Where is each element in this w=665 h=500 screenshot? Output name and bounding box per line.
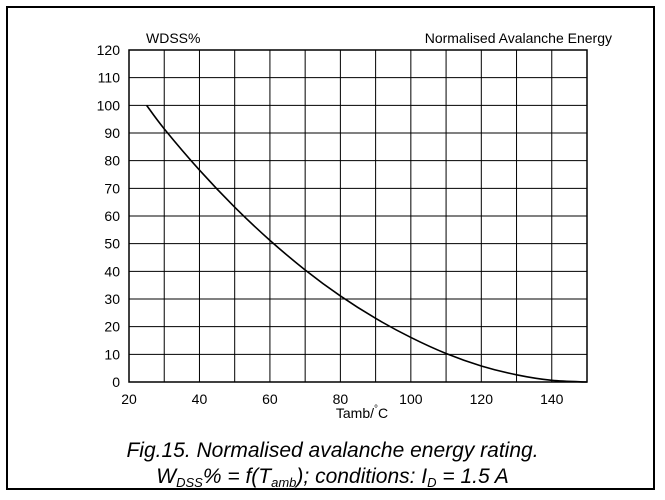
- x-tick-label: 140: [540, 391, 564, 407]
- x-tick-label: 120: [470, 391, 494, 407]
- y-tick-label: 120: [97, 42, 121, 58]
- y-tick-label: 100: [97, 97, 121, 113]
- y-axis-ticks: 0 10 20 30 40 50 60 70 80 90 100 110 120: [97, 42, 121, 390]
- y-tick-label: 70: [104, 180, 120, 196]
- y-tick-label: 90: [104, 125, 120, 141]
- caption-end: = 1.5 A: [436, 465, 509, 488]
- x-tick-label: 20: [121, 391, 137, 407]
- y-tick-label: 10: [104, 346, 120, 362]
- caption-w: W: [156, 465, 177, 488]
- caption-t-sub: amb: [271, 475, 297, 490]
- x-tick-label: 100: [399, 391, 423, 407]
- x-axis-label-name: Tamb/: [336, 405, 374, 421]
- y-tick-label: 50: [104, 236, 120, 252]
- chart: 20 40 60 80 100 120 140 0 10 20 30 40 50 60 70 80 90 100…: [97, 30, 612, 421]
- chart-title: Normalised Avalanche Energy: [425, 30, 612, 46]
- x-axis-label: Tamb/°C: [336, 404, 388, 421]
- caption-i-sub: D: [427, 475, 437, 490]
- caption-mid: % = f(T: [202, 465, 272, 488]
- x-tick-label: 40: [192, 391, 208, 407]
- caption-line-2: WDSS% = f(Tamb); conditions: ID = 1.5 A: [0, 464, 665, 490]
- figure-caption: Fig.15. Normalised avalanche energy rati…: [0, 438, 665, 490]
- y-tick-label: 20: [104, 319, 120, 335]
- x-axis-label-unit: C: [378, 405, 388, 421]
- figure-frame: [6, 6, 655, 490]
- series-line: [145, 104, 588, 383]
- plot-border: [128, 49, 588, 383]
- y-tick-label: 110: [98, 70, 121, 86]
- y-tick-label: 30: [104, 291, 120, 307]
- y-tick-label: 80: [104, 153, 120, 169]
- grid: [129, 50, 587, 382]
- y-tick-label: 0: [112, 374, 120, 390]
- caption-cond: ); conditions: I: [296, 465, 428, 488]
- y-tick-label: 60: [104, 208, 120, 224]
- y-tick-label: 40: [104, 263, 120, 279]
- x-tick-label: 80: [333, 391, 349, 407]
- caption-w-sub: DSS: [176, 475, 203, 490]
- caption-line-1: Fig.15. Normalised avalanche energy rati…: [126, 439, 539, 462]
- x-axis-label-degree: °: [374, 404, 378, 415]
- x-axis-ticks: 20 40 60 80 100 120 140: [121, 391, 563, 407]
- x-tick-label: 60: [262, 391, 278, 407]
- y-axis-label: WDSS%: [146, 30, 200, 46]
